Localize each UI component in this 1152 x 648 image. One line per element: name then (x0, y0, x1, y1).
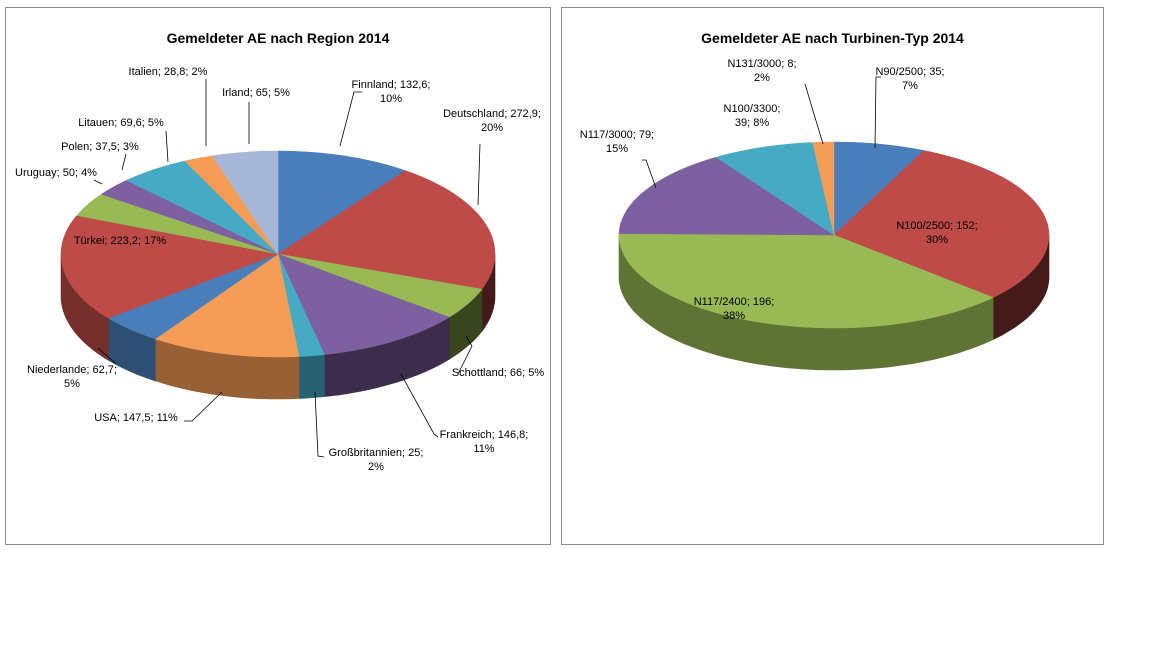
pie-slice-finnland (277, 150, 406, 255)
leader-line-deutschland (477, 143, 481, 206)
pie-top (618, 141, 1050, 329)
pie-top (60, 150, 496, 358)
leader-line-frankreich (400, 373, 439, 438)
leader-line-finnland (339, 91, 362, 147)
leader-line-grossbritannien (314, 391, 325, 458)
pie-slice-n90-2500 (833, 141, 925, 236)
slice-label-line: N131/3000; 8; (727, 58, 796, 70)
pie-slice-irland (211, 150, 279, 255)
pie-slice-usa (154, 253, 300, 358)
pie-slice-tuerkei (60, 215, 279, 319)
slice-label-line: 20% (481, 122, 503, 134)
slice-label-italien: Italien; 28,8; 2% (129, 66, 208, 78)
slice-label-deutschland: Deutschland; 272,9; 20% (443, 108, 541, 134)
slice-label-finnland: Finnland; 132,6; 10% (352, 79, 431, 105)
pie-slice-frankreich (277, 253, 450, 355)
slice-label-line: N100/3300; (724, 103, 781, 115)
slice-label-line: 11% (473, 443, 494, 455)
slice-label-line: 10% (380, 93, 402, 105)
slice-label-line: 7% (902, 80, 918, 92)
slice-label-line: Uruguay; 50; 4% (15, 167, 97, 179)
slice-label-line: Deutschland; 272,9; (443, 108, 541, 120)
pie-slice-deutschland (277, 170, 496, 290)
slice-label-irland: Irland; 65; 5% (222, 87, 290, 99)
leader-line-n117-3000 (642, 159, 657, 189)
slice-label-n131-3000: N131/3000; 8; 2% (727, 58, 796, 84)
slice-labels: Finnland; 132,6; 10% Deutschland; 272,9; 20… (15, 66, 544, 473)
leader-line-niederlande (97, 347, 117, 365)
pie-side-walls (60, 253, 496, 400)
slice-label-n100-2500: N100/2500; 152; 30% (896, 220, 977, 246)
slice-label-line: N117/2400; 196; (694, 296, 775, 308)
leader-line-usa (184, 391, 223, 422)
leader-line-uruguay (93, 179, 103, 185)
slice-label-frankreich: Frankreich; 146,8; 11% (440, 429, 529, 455)
slice-label-tuerkei: Türkei; 223,2; 17% (74, 235, 167, 247)
slice-label-niederlande: Niederlande; 62,7; 5% (27, 364, 117, 390)
slice-label-line: 39; 8% (735, 117, 769, 129)
slice-label-line: Polen; 37,5; 3% (61, 141, 139, 153)
leader-line-n131-3000 (804, 83, 824, 145)
chart-title: Gemeldeter AE nach Region 2014 (166, 30, 390, 46)
pie-slice-n100-2500 (833, 150, 1050, 298)
slice-label-schottland: Schottland; 66; 5% (452, 367, 545, 379)
slice-label-line: Türkei; 223,2; 17% (74, 235, 167, 247)
pie-slice-n100-3300 (715, 142, 835, 236)
chart-panel-turbine: Gemeldeter AE nach Turbinen-Typ 2014 N90… (561, 7, 1104, 545)
slice-label-line: Frankreich; 146,8; (440, 429, 529, 441)
slice-label-n100-3300: N100/3300; 39; 8% (724, 103, 781, 129)
chart-title: Gemeldeter AE nach Turbinen-Typ 2014 (701, 30, 964, 46)
slice-label-line: Niederlande; 62,7; (27, 364, 117, 376)
slice-label-litauen: Litauen; 69,6; 5% (78, 117, 164, 129)
leader-line-n90-2500 (874, 76, 881, 149)
leader-line-litauen (165, 130, 169, 163)
slice-label-line: 30% (926, 234, 948, 246)
slice-label-line: Finnland; 132,6; (352, 79, 431, 91)
slice-label-grossbritannien: Großbritannien; 25; 2% (329, 447, 424, 473)
slice-label-line: Irland; 65; 5% (222, 87, 290, 99)
pie-slice-uruguay (76, 193, 279, 255)
slice-label-usa: USA; 147,5; 11% (94, 412, 178, 424)
pie-slice-litauen (125, 160, 279, 255)
slice-label-line: N90/2500; 35; (875, 66, 944, 78)
slice-label-line: 2% (368, 461, 384, 473)
slice-label-line: 15% (606, 143, 628, 155)
pie-side-grossbritannien (298, 354, 325, 399)
slice-label-n90-2500: N90/2500; 35; 7% (875, 66, 944, 92)
slice-label-line: Litauen; 69,6; 5% (78, 117, 164, 129)
slice-label-line: Italien; 28,8; 2% (129, 66, 208, 78)
pie-slice-n117-3000 (618, 156, 835, 236)
slice-label-line: 5% (64, 378, 80, 390)
slice-label-uruguay: Uruguay; 50; 4% (15, 167, 97, 179)
slice-label-line: Schottland; 66; 5% (452, 367, 545, 379)
slice-label-line: Großbritannien; 25; (329, 447, 424, 459)
slice-label-line: N117/3000; 79; (580, 129, 654, 141)
slice-label-polen: Polen; 37,5; 3% (61, 141, 139, 153)
pie-chart-turbine: N90/2500; 35; 7% N100/2500; 152; 30% N117/24… (580, 58, 1050, 371)
slice-label-line: USA; 147,5; 11% (94, 412, 178, 424)
slice-label-n117-3000: N117/3000; 79; 15% (580, 129, 654, 155)
pie-slice-polen (100, 180, 279, 255)
pie-slice-n117-2400 (618, 233, 994, 329)
slice-labels: N90/2500; 35; 7% N100/2500; 152; 30% N117/24… (580, 58, 978, 322)
slice-label-line: 38% (723, 310, 745, 322)
pie-slice-niederlande (107, 253, 279, 340)
pie-slice-n131-3000 (812, 141, 835, 236)
leader-line-schottland (457, 335, 473, 375)
pie-slice-schottland (277, 253, 483, 318)
slice-label-line: N100/2500; 152; (896, 220, 977, 232)
chart-panel-region: Gemeldeter AE nach Region 2014 Finnland;… (5, 7, 551, 545)
slice-label-n117-2400: N117/2400; 196; 38% (694, 296, 775, 322)
slice-label-line: 2% (754, 72, 770, 84)
leader-line-polen (121, 153, 127, 171)
pie-chart-region: Finnland; 132,6; 10% Deutschland; 272,9; 20… (15, 66, 544, 473)
